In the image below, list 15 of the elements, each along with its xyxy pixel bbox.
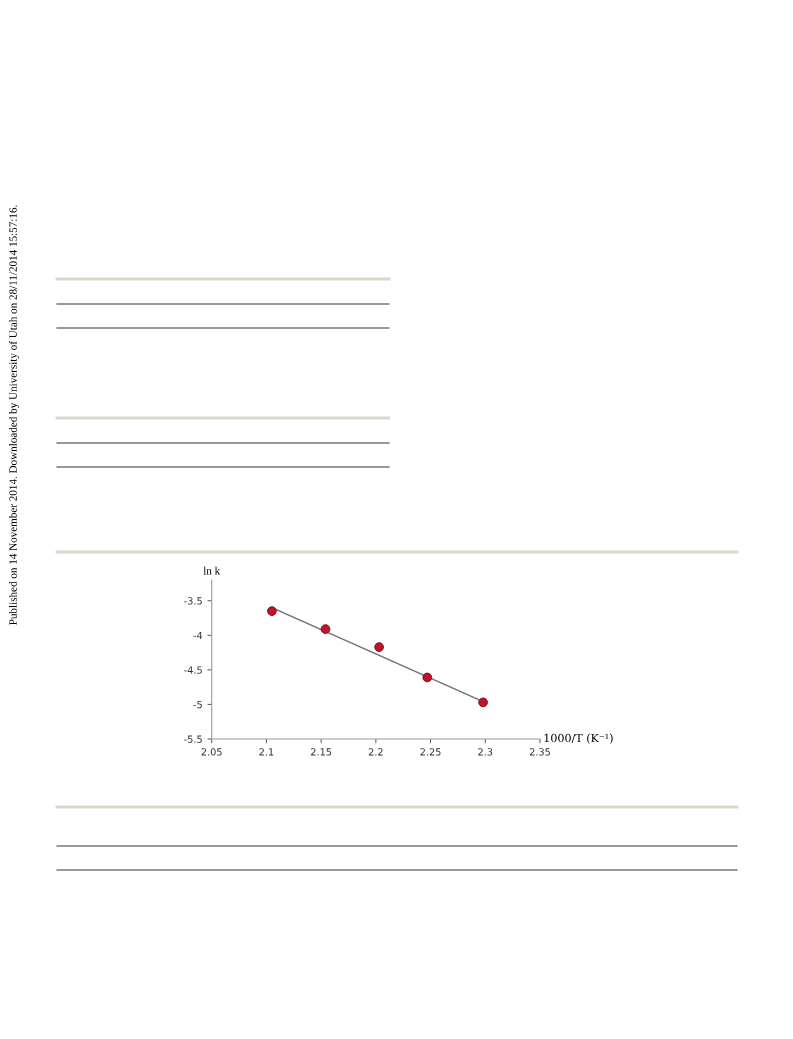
y-tick-label: -5.5: [184, 735, 202, 743]
y-tick-label: -4: [193, 631, 203, 639]
x-tick-label: 2.1: [259, 748, 274, 756]
x-tick-label: 2.25: [420, 748, 441, 756]
x-tick-label: 2.3: [478, 748, 493, 756]
y-tick-label: -3.5: [184, 597, 202, 605]
y-tick-label: -4.5: [184, 666, 202, 674]
x-tick-label: 2.05: [201, 748, 222, 756]
y-axis-title: ln k: [203, 566, 221, 575]
x-axis-title: 1000/T (K⁻¹): [544, 733, 613, 744]
x-tick-label: 2.15: [311, 748, 332, 756]
text: Published on 14 November 2014. Downloaded by University of Utah on 28/11/2014 15:57:16.: [8, 205, 20, 625]
y-tick-label: -5: [193, 701, 202, 709]
x-tick-label: 2.2: [368, 748, 383, 756]
x-tick-label: 2.35: [529, 748, 550, 756]
